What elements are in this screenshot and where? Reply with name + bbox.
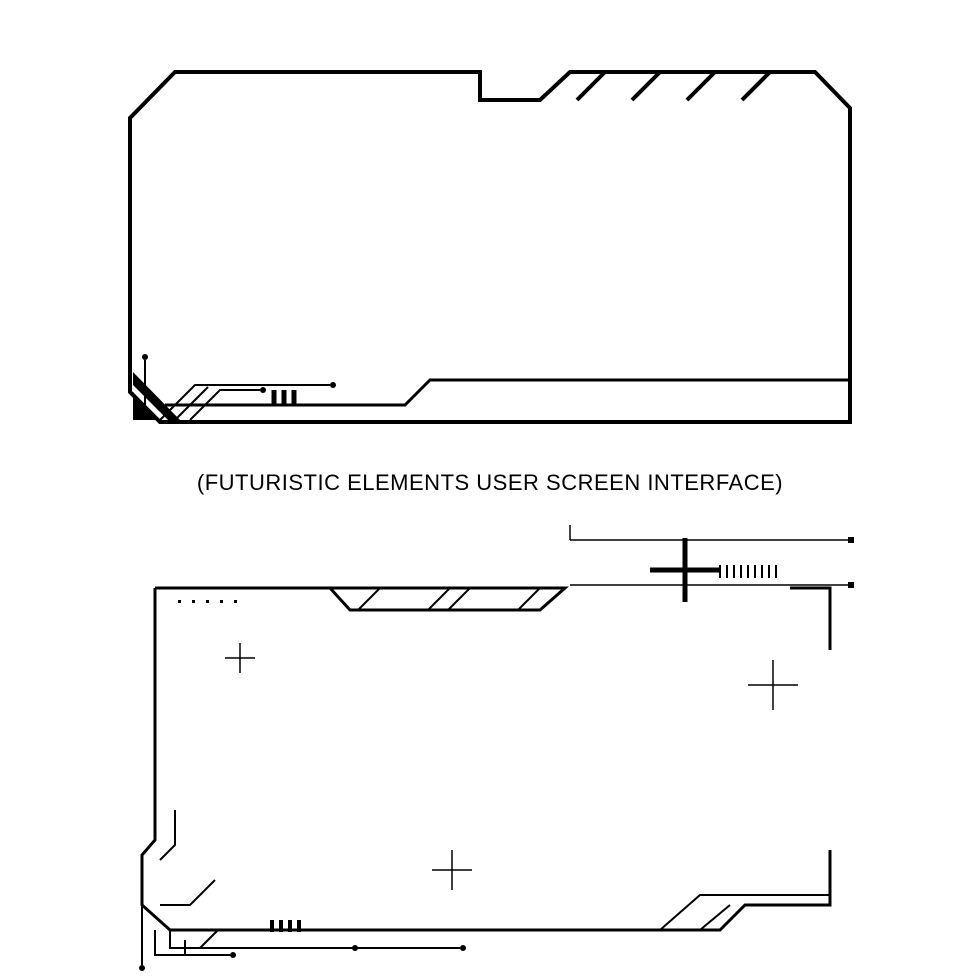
hud-frame-top — [0, 0, 980, 460]
hud-frame-bottom — [0, 510, 980, 980]
artboard: (FUTURISTIC ELEMENTS USER SCREEN INTERFA… — [0, 0, 980, 980]
caption-text: (FUTURISTIC ELEMENTS USER SCREEN INTERFA… — [0, 470, 980, 496]
